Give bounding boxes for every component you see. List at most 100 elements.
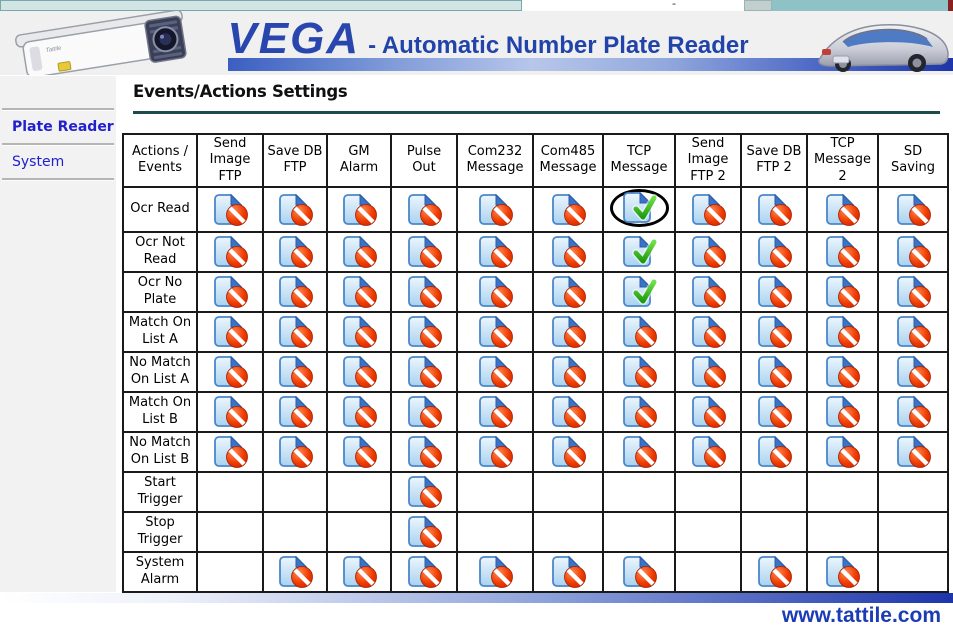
action-toggle-disabled[interactable] [390,430,458,473]
action-toggle-disabled[interactable] [326,230,392,273]
icon-wrap [200,235,260,268]
action-toggle-disabled[interactable] [196,310,264,353]
action-toggle-disabled[interactable] [390,350,458,393]
action-toggle-disabled[interactable] [602,550,676,593]
action-toggle-disabled[interactable] [602,350,676,393]
action-toggle-disabled[interactable] [262,390,328,433]
action-toggle-disabled[interactable] [390,230,458,273]
action-toggle-disabled[interactable] [390,510,458,553]
action-toggle-disabled[interactable] [674,350,742,393]
action-toggle-disabled[interactable] [674,270,742,313]
action-toggle-enabled[interactable] [602,270,676,313]
action-toggle-disabled[interactable] [740,550,808,593]
action-toggle-disabled[interactable] [262,550,328,593]
action-toggle-disabled[interactable] [806,230,879,273]
anpr-camera-image: Tattile [15,11,187,75]
action-toggle-disabled[interactable] [326,430,392,473]
action-toggle-disabled[interactable] [456,185,534,233]
action-toggle-disabled[interactable] [806,310,879,353]
document-blocked-icon [342,315,377,348]
action-toggle-disabled[interactable] [196,270,264,313]
action-toggle-disabled[interactable] [806,550,879,593]
action-toggle-disabled[interactable] [390,310,458,353]
action-toggle-disabled[interactable] [532,350,604,393]
action-toggle-enabled[interactable] [602,230,676,273]
action-toggle-disabled[interactable] [740,310,808,353]
action-toggle-disabled[interactable] [740,430,808,473]
action-toggle-disabled[interactable] [602,390,676,433]
action-toggle-disabled[interactable] [326,270,392,313]
action-toggle-disabled[interactable] [877,390,949,433]
action-toggle-disabled[interactable] [456,550,534,593]
action-toggle-disabled[interactable] [740,270,808,313]
action-toggle-disabled[interactable] [456,350,534,393]
action-toggle-disabled[interactable] [674,310,742,353]
document-blocked-icon [757,395,792,428]
action-toggle-disabled[interactable] [532,270,604,313]
top-scrollbar-track[interactable] [0,0,522,11]
icon-wrap [394,355,454,388]
action-toggle-disabled[interactable] [326,350,392,393]
action-toggle-disabled[interactable] [877,430,949,473]
action-toggle-disabled[interactable] [532,185,604,233]
action-toggle-disabled[interactable] [390,185,458,233]
action-toggle-disabled[interactable] [674,430,742,473]
app-title: VEGA - Automatic Number Plate Reader [198,17,778,61]
action-toggle-enabled[interactable] [602,185,676,233]
action-toggle-disabled[interactable] [196,430,264,473]
action-toggle-disabled[interactable] [196,350,264,393]
action-toggle-disabled[interactable] [532,430,604,473]
action-toggle-disabled[interactable] [262,310,328,353]
action-toggle-disabled[interactable] [674,390,742,433]
action-toggle-disabled[interactable] [326,185,392,233]
action-toggle-disabled[interactable] [262,430,328,473]
action-toggle-disabled[interactable] [456,270,534,313]
action-toggle-disabled[interactable] [877,310,949,353]
action-toggle-disabled[interactable] [390,390,458,433]
action-toggle-disabled[interactable] [806,350,879,393]
icon-wrap [266,275,324,308]
action-toggle-disabled[interactable] [262,185,328,233]
action-toggle-disabled[interactable] [532,390,604,433]
action-toggle-disabled[interactable] [532,550,604,593]
action-toggle-disabled[interactable] [196,185,264,233]
action-toggle-disabled[interactable] [602,310,676,353]
action-toggle-disabled[interactable] [456,310,534,353]
action-toggle-disabled[interactable] [674,185,742,233]
tattile-link[interactable]: www.tattile.com [781,604,941,627]
action-toggle-disabled[interactable] [532,310,604,353]
action-toggle-disabled[interactable] [326,310,392,353]
top-scrollbar-thumb[interactable] [744,0,772,11]
action-toggle-disabled[interactable] [740,350,808,393]
action-toggle-disabled[interactable] [740,185,808,233]
action-toggle-disabled[interactable] [390,270,458,313]
action-toggle-disabled[interactable] [326,550,392,593]
action-toggle-disabled[interactable] [262,270,328,313]
action-toggle-disabled[interactable] [877,185,949,233]
action-toggle-disabled[interactable] [877,270,949,313]
action-toggle-disabled[interactable] [390,470,458,513]
sidebar-item-plate-reader[interactable]: Plate Reader [12,119,114,135]
action-toggle-disabled[interactable] [602,430,676,473]
action-toggle-disabled[interactable] [196,230,264,273]
sidebar-item-system[interactable]: System [12,154,65,170]
action-toggle-disabled[interactable] [326,390,392,433]
action-toggle-disabled[interactable] [806,185,879,233]
action-toggle-disabled[interactable] [390,550,458,593]
action-toggle-disabled[interactable] [456,230,534,273]
action-toggle-disabled[interactable] [532,230,604,273]
action-toggle-disabled[interactable] [456,430,534,473]
action-toggle-disabled[interactable] [262,230,328,273]
action-toggle-disabled[interactable] [740,390,808,433]
action-toggle-disabled[interactable] [877,350,949,393]
action-toggle-disabled[interactable] [877,230,949,273]
action-toggle-disabled[interactable] [806,270,879,313]
action-toggle-disabled[interactable] [674,230,742,273]
document-blocked-icon [342,275,377,308]
action-toggle-disabled[interactable] [456,390,534,433]
action-toggle-disabled[interactable] [806,430,879,473]
action-toggle-disabled[interactable] [740,230,808,273]
action-toggle-disabled[interactable] [806,390,879,433]
action-toggle-disabled[interactable] [196,390,264,433]
action-toggle-disabled[interactable] [262,350,328,393]
